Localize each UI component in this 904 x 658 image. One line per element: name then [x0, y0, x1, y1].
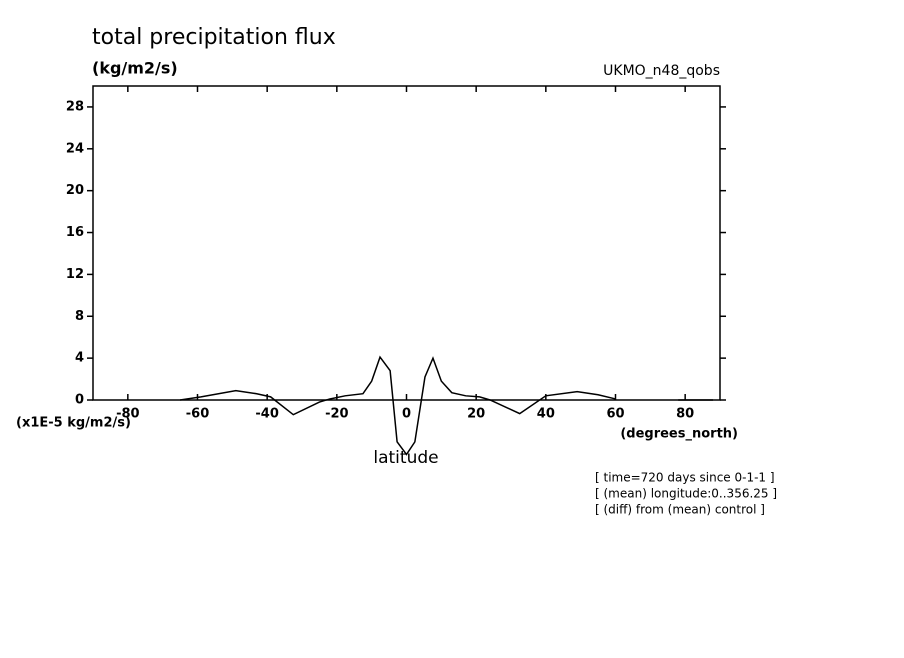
annotation: [ (mean) longitude:0..356.25 ]	[595, 487, 777, 501]
x-tick-label: -20	[325, 407, 349, 422]
x-axis-label: latitude	[373, 448, 438, 468]
x-tick-label: -60	[186, 407, 210, 422]
y-axis-label: (x1E-5 kg/m2/s)	[16, 416, 131, 431]
x-tick-label: 80	[676, 407, 694, 422]
x-tick-label: -80	[116, 407, 140, 422]
y-tick-label: 28	[66, 99, 84, 114]
plot-frame	[92, 85, 721, 401]
chart-title: total precipitation flux	[92, 25, 336, 50]
y-tick-label: 24	[66, 141, 84, 156]
x-tick-label: 60	[606, 407, 624, 422]
x-tick-label: 0	[402, 407, 411, 422]
x-tick-label: -40	[255, 407, 279, 422]
y-tick-label: 20	[66, 183, 84, 198]
y-tick-label: 12	[66, 267, 84, 282]
y-tick-label: 0	[75, 393, 84, 408]
annotation: [ (diff) from (mean) control ]	[595, 503, 765, 517]
x-tick-label: 20	[467, 407, 485, 422]
x-tick-label: 40	[537, 407, 555, 422]
y-tick-label: 8	[75, 309, 84, 324]
data-line	[179, 355, 616, 456]
x-units: (degrees_north)	[620, 427, 738, 442]
units: (kg/m2/s)	[92, 59, 178, 78]
annotation: [ time=720 days since 0-1-1 ]	[595, 471, 775, 485]
dataset: UKMO_n48_qobs	[603, 63, 720, 79]
y-tick-label: 4	[75, 351, 84, 366]
y-tick-label: 16	[66, 225, 84, 240]
